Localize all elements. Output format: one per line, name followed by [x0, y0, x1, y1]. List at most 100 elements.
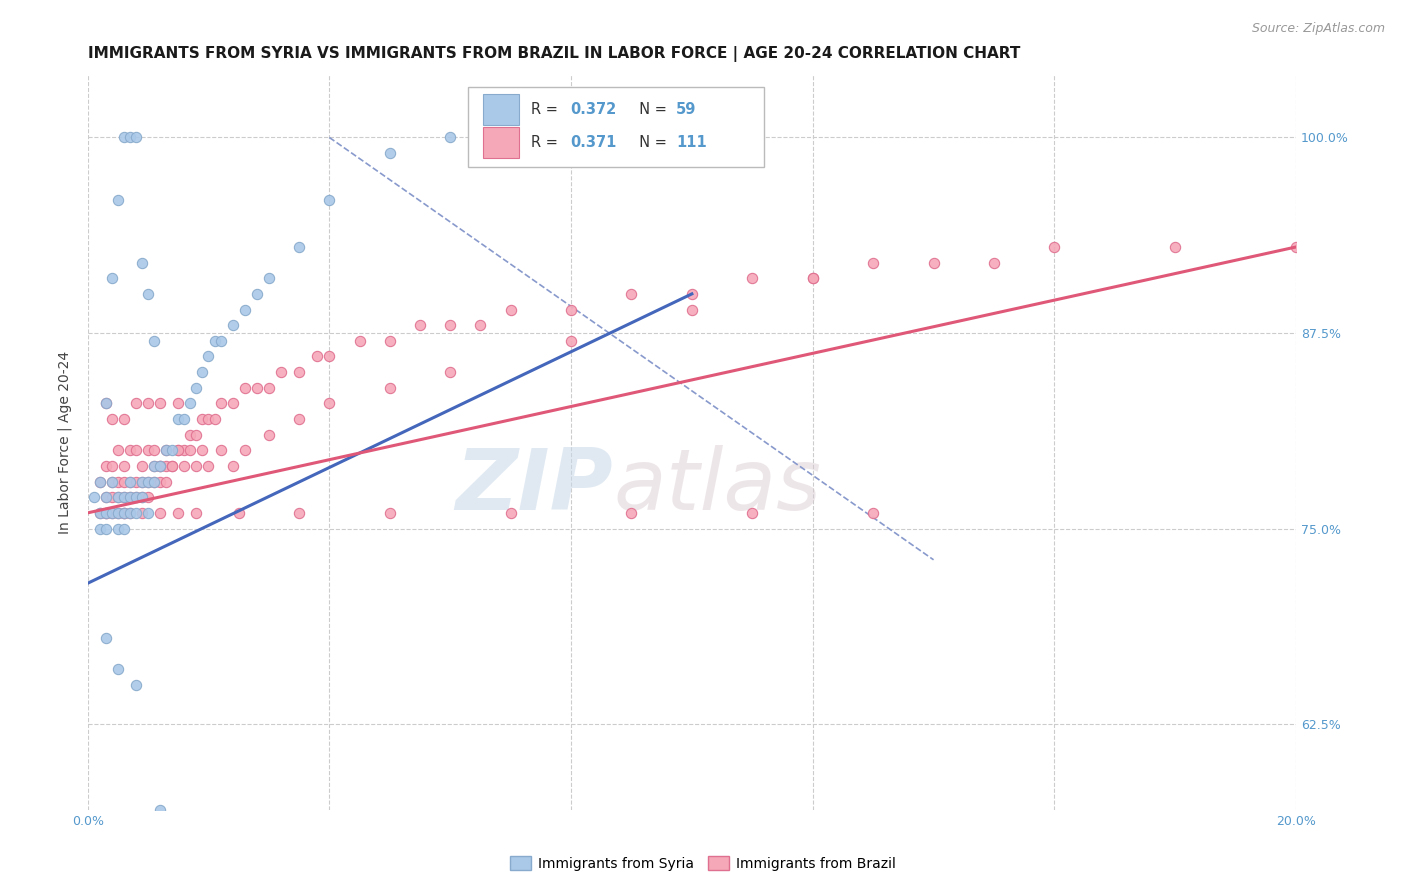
Point	[499, 302, 522, 317]
Point	[125, 130, 148, 145]
Point	[118, 130, 141, 145]
Point	[681, 286, 703, 301]
Point	[143, 334, 166, 348]
Point	[221, 458, 243, 473]
FancyBboxPatch shape	[468, 87, 765, 167]
Text: R =: R =	[531, 135, 561, 150]
Point	[288, 240, 311, 254]
Point	[499, 130, 522, 145]
Point	[131, 458, 153, 473]
Point	[131, 255, 153, 269]
Point	[191, 365, 214, 379]
Point	[257, 381, 280, 395]
Point	[922, 255, 945, 269]
Point	[83, 490, 105, 504]
Point	[118, 506, 141, 520]
Point	[89, 506, 111, 520]
Point	[125, 443, 148, 458]
Point	[94, 522, 117, 536]
Text: 0.371: 0.371	[569, 135, 616, 150]
FancyBboxPatch shape	[482, 94, 519, 125]
Point	[118, 443, 141, 458]
Point	[439, 130, 461, 145]
Point	[318, 350, 340, 364]
Point	[89, 475, 111, 489]
Point	[107, 506, 129, 520]
Point	[136, 396, 159, 410]
Point	[143, 443, 166, 458]
Point	[560, 334, 582, 348]
Point	[560, 302, 582, 317]
Point	[681, 302, 703, 317]
Text: R =: R =	[531, 102, 561, 117]
Point	[307, 350, 329, 364]
Point	[862, 255, 884, 269]
Point	[862, 506, 884, 520]
Point	[107, 490, 129, 504]
Point	[155, 458, 177, 473]
Point	[288, 506, 311, 520]
Point	[149, 458, 172, 473]
Point	[107, 522, 129, 536]
Point	[101, 506, 124, 520]
Point	[149, 803, 172, 817]
Point	[167, 443, 190, 458]
Point	[94, 396, 117, 410]
Point	[288, 412, 311, 426]
Point	[186, 458, 208, 473]
Text: 0.372: 0.372	[569, 102, 616, 117]
Point	[1285, 240, 1308, 254]
Point	[125, 678, 148, 692]
Point	[94, 458, 117, 473]
Point	[149, 458, 172, 473]
Point	[112, 412, 135, 426]
Point	[136, 506, 159, 520]
Point	[94, 506, 117, 520]
FancyBboxPatch shape	[482, 127, 519, 158]
Point	[439, 365, 461, 379]
Point	[136, 475, 159, 489]
Point	[167, 506, 190, 520]
Point	[162, 443, 184, 458]
Point	[125, 506, 148, 520]
Point	[101, 490, 124, 504]
Point	[136, 475, 159, 489]
Point	[125, 490, 148, 504]
Point	[107, 506, 129, 520]
Point	[228, 506, 250, 520]
Point	[204, 334, 226, 348]
Point	[131, 490, 153, 504]
Point	[136, 443, 159, 458]
Point	[162, 458, 184, 473]
Point	[439, 318, 461, 333]
Point	[1043, 240, 1066, 254]
Point	[155, 443, 177, 458]
Point	[136, 490, 159, 504]
Point	[149, 475, 172, 489]
Point	[107, 193, 129, 207]
Point	[620, 286, 643, 301]
Point	[125, 490, 148, 504]
Point	[149, 458, 172, 473]
Point	[197, 350, 219, 364]
Point	[143, 475, 166, 489]
Point	[131, 475, 153, 489]
Point	[197, 458, 219, 473]
Point	[107, 443, 129, 458]
Text: ZIP: ZIP	[456, 445, 613, 528]
Point	[378, 506, 401, 520]
Point	[318, 193, 340, 207]
Point	[173, 458, 195, 473]
Point	[125, 396, 148, 410]
Point	[155, 443, 177, 458]
Point	[186, 427, 208, 442]
Point	[801, 271, 824, 285]
Point	[101, 475, 124, 489]
Point	[270, 365, 292, 379]
Point	[94, 506, 117, 520]
Point	[209, 443, 232, 458]
Point	[409, 318, 432, 333]
Point	[741, 271, 763, 285]
Point	[112, 130, 135, 145]
Point	[143, 458, 166, 473]
